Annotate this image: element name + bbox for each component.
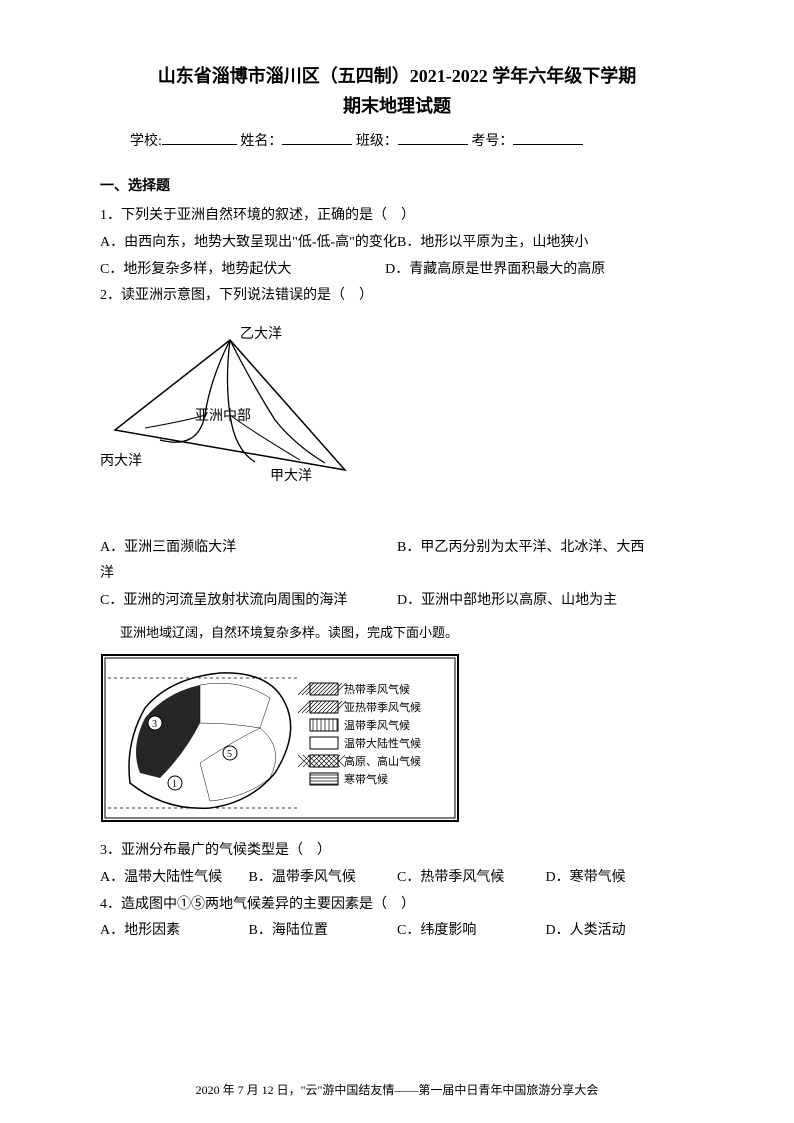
examno-label: 考号： [471,134,513,149]
svg-text:5: 5 [227,749,232,760]
q4-stem: 4．造成图中①⑤两地气候差异的主要因素是（ ） [100,892,694,919]
q4-opt-d: D．人类活动 [546,918,695,945]
q2-label-center: 亚洲中部 [195,408,251,424]
class-blank [398,144,468,145]
page-title-line1: 山东省淄博市淄川区（五四制）2021-2022 学年六年级下学期 [100,60,694,92]
q2-opt-a: A．亚洲三面濒临大洋 [100,535,397,562]
q4-opt-a: A．地形因素 [100,918,249,945]
q3-stem: 3．亚洲分布最广的气候类型是（ ） [100,838,694,865]
svg-text:高原、高山气候: 高原、高山气候 [344,754,421,768]
legend: 热带季风气候亚热带季风气候温带季风气候温带大陆性气候高原、高山气候寒带气候 [298,682,421,786]
q2-opt-b: B．甲乙丙分别为太平洋、北冰洋、大西 [397,535,694,562]
q4-options: A．地形因素 B．海陆位置 C．纬度影响 D．人类活动 [100,918,694,945]
q2-label-top: 乙大洋 [240,326,282,342]
q3-opt-d: D．寒带气候 [546,865,695,892]
footer-text: 2020 年 7 月 12 日，"云"游中国结友情——第一届中日青年中国旅游分享… [0,1081,794,1098]
q1-opt-c: C．地形复杂多样，地势起伏大 [100,257,385,284]
q2-figure: 乙大洋 亚洲中部 丙大洋 甲大洋 [100,320,694,525]
svg-text:1: 1 [172,779,177,790]
q1-stem: 1．下列关于亚洲自然环境的叙述，正确的是（ ） [100,203,694,230]
q2-opt-d: D．亚洲中部地形以高原、山地为主 [397,588,694,615]
q2-options-row1: A．亚洲三面濒临大洋 B．甲乙丙分别为太平洋、北冰洋、大西 [100,535,694,562]
q1-options-row2: C．地形复杂多样，地势起伏大 D．青藏高原是世界面积最大的高原 [100,257,694,284]
svg-text:温带大陆性气候: 温带大陆性气候 [344,736,421,750]
examno-blank [513,144,583,145]
q2-label-right: 甲大洋 [270,468,312,484]
q1-opt-b: B．地形以平原为主，山地狭小 [397,230,694,257]
page-title-line2: 期末地理试题 [100,92,694,118]
student-info-line: 学校: 姓名： 班级： 考号： [100,130,694,150]
svg-text:寒带气候: 寒带气候 [344,772,388,786]
q2-stem: 2．读亚洲示意图，下列说法错误的是（ ） [100,283,694,310]
q4-opt-b: B．海陆位置 [249,918,398,945]
name-label: 姓名： [240,134,282,149]
q3-opt-a: A．温带大陆性气候 [100,865,249,892]
q3-opt-c: C．热带季风气候 [397,865,546,892]
q2-opt-c: C．亚洲的河流呈放射状流向周围的海洋 [100,588,397,615]
q3-opt-b: B．温带季风气候 [249,865,398,892]
climate-figure: 3 5 1 热带季风气候亚热带季风气候温带季风气候温带大陆性气候高原、高山气候寒… [100,653,694,828]
q2-options-row2: C．亚洲的河流呈放射状流向周围的海洋 D．亚洲中部地形以高原、山地为主 [100,588,694,615]
name-blank [282,144,352,145]
passage-1: 亚洲地域辽阔，自然环境复杂多样。读图，完成下面小题。 [120,623,694,644]
svg-text:温带季风气候: 温带季风气候 [344,718,410,732]
q4-opt-c: C．纬度影响 [397,918,546,945]
section-1-title: 一、选择题 [100,175,694,195]
q3-options: A．温带大陆性气候 B．温带季风气候 C．热带季风气候 D．寒带气候 [100,865,694,892]
class-label: 班级： [356,134,398,149]
svg-text:亚热带季风气候: 亚热带季风气候 [344,700,421,714]
q2-label-left: 丙大洋 [100,453,142,469]
svg-text:3: 3 [152,719,157,730]
q2-opt-b-cont: 洋 [100,561,694,588]
school-label: 学校: [130,134,162,149]
q1-options-row1: A．由西向东，地势大致呈现出"低-低-高"的变化 B．地形以平原为主，山地狭小 [100,230,694,257]
svg-text:热带季风气候: 热带季风气候 [344,682,410,696]
school-blank [162,144,237,145]
q1-opt-d: D．青藏高原是世界面积最大的高原 [385,257,694,284]
q1-opt-a: A．由西向东，地势大致呈现出"低-低-高"的变化 [100,230,397,257]
